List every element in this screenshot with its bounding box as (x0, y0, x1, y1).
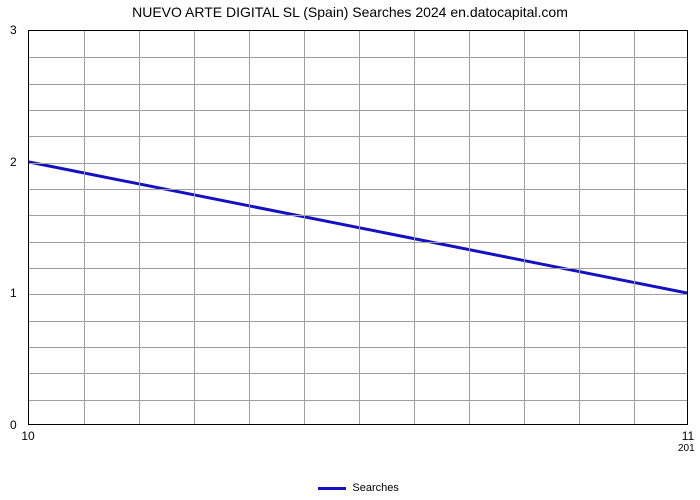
grid-vline (469, 31, 470, 424)
grid-hline (29, 373, 687, 374)
grid-hline (29, 189, 687, 190)
grid-hline (29, 400, 687, 401)
grid-hline (29, 163, 687, 164)
grid-hline (29, 57, 687, 58)
grid-hline (29, 110, 687, 111)
grid-hline (29, 347, 687, 348)
y-tick-label: 3 (10, 23, 17, 37)
chart-title: NUEVO ARTE DIGITAL SL (Spain) Searches 2… (0, 4, 700, 20)
grid-hline (29, 268, 687, 269)
grid-vline (304, 31, 305, 424)
grid-vline (414, 31, 415, 424)
grid-hline (29, 321, 687, 322)
grid-hline (29, 136, 687, 137)
x-tick-label-right: 11 (682, 429, 694, 443)
grid-vline (359, 31, 360, 424)
chart-container: { "chart": { "type": "line", "title": "N… (0, 0, 700, 500)
grid-hline (29, 242, 687, 243)
data-line (29, 162, 687, 293)
grid-hline (29, 84, 687, 85)
y-tick-label: 2 (10, 155, 17, 169)
grid-vline (524, 31, 525, 424)
plot-area (28, 30, 688, 425)
legend-swatch (318, 487, 346, 490)
legend: Searches (318, 482, 398, 494)
x-sub-label: 201 (678, 443, 695, 454)
grid-vline (249, 31, 250, 424)
legend-label: Searches (352, 482, 398, 494)
x-tick-label-left: 10 (21, 429, 34, 443)
grid-vline (634, 31, 635, 424)
grid-vline (84, 31, 85, 424)
grid-hline (29, 215, 687, 216)
grid-vline (579, 31, 580, 424)
y-tick-label: 0 (10, 418, 17, 432)
grid-vline (139, 31, 140, 424)
series-line (29, 31, 687, 424)
grid-vline (194, 31, 195, 424)
y-tick-label: 1 (10, 286, 17, 300)
grid-hline (29, 294, 687, 295)
